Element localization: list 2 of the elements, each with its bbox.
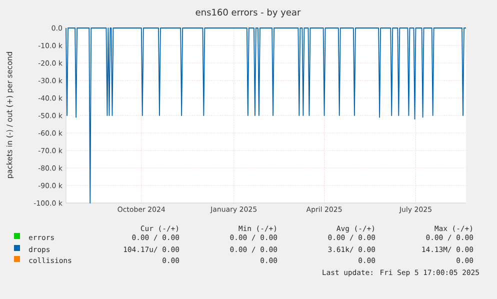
line-series — [66, 28, 466, 204]
chart-title: ens160 errors - by year — [196, 8, 301, 18]
